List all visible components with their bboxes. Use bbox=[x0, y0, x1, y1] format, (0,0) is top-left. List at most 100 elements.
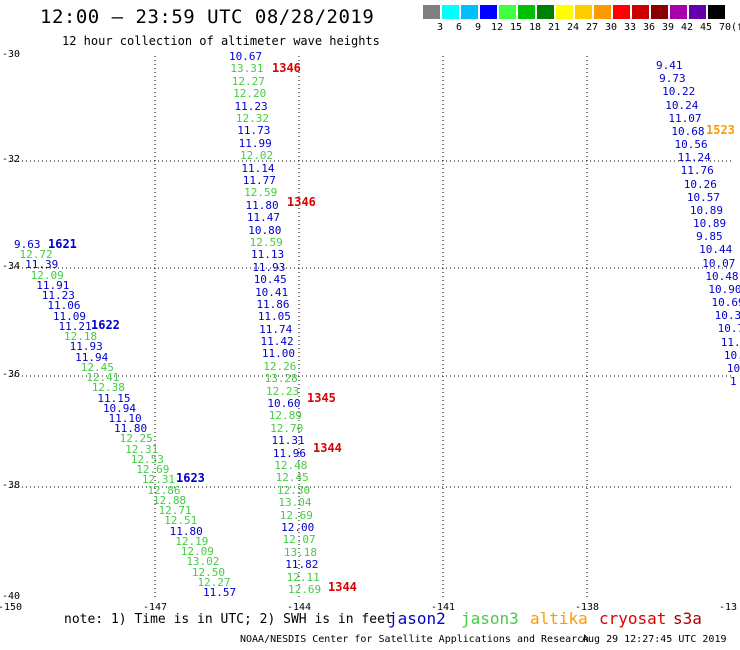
wave-height-value: 11.10 bbox=[108, 412, 142, 425]
wave-height-value: 12.27 bbox=[197, 575, 231, 589]
scale-swatch bbox=[518, 5, 535, 19]
time-mark: 1623 bbox=[176, 471, 205, 485]
scale-label: 12 bbox=[491, 22, 504, 33]
wave-height-value: 12.53 bbox=[130, 452, 164, 466]
wave-height-value: 9.85 bbox=[696, 230, 723, 244]
scale-swatch bbox=[670, 5, 687, 19]
latitude-label: -32 bbox=[2, 154, 21, 165]
page-subtitle: 12 hour collection of altimeter wave hei… bbox=[62, 34, 380, 48]
latitude-label: -36 bbox=[2, 369, 21, 380]
wave-height-value: 11.14 bbox=[241, 161, 275, 175]
wave-height-value: 10 bbox=[726, 361, 740, 375]
wave-height-value: 11.76 bbox=[680, 164, 714, 178]
legend-cryosat: cryosat bbox=[599, 609, 667, 628]
wave-height-value: 10.26 bbox=[683, 177, 717, 191]
scale-unit: (ft) bbox=[731, 22, 740, 33]
wave-height-value: 12.71 bbox=[158, 504, 192, 518]
wave-height-value: 10.31 bbox=[714, 309, 740, 323]
credit-line: NOAA/NESDIS Center for Satellite Applica… bbox=[240, 634, 590, 645]
wave-height-value: 11.23 bbox=[234, 99, 268, 113]
longitude-label: -13 bbox=[719, 602, 738, 613]
wave-height-value: 13.02 bbox=[186, 555, 220, 569]
wave-height-value: 10.69 bbox=[711, 296, 740, 309]
wave-height-value: 11.93 bbox=[252, 260, 286, 274]
wave-height-value: 13.31 bbox=[230, 62, 264, 76]
legend-jason3: jason3 bbox=[461, 609, 519, 628]
wave-height-value: 11.31 bbox=[271, 434, 305, 448]
wave-height-value: 12.51 bbox=[164, 514, 198, 528]
wave-height-value: 12.31 bbox=[125, 442, 159, 456]
scale-swatch bbox=[613, 5, 630, 19]
wave-height-value: 11.93 bbox=[69, 340, 103, 354]
units-note: note: 1) Time is in UTC; 2) SWH is in fe… bbox=[64, 612, 393, 627]
wave-height-value: 11.80 bbox=[245, 198, 279, 212]
time-mark: 1345 bbox=[307, 391, 336, 405]
wave-height-value: 12.69 bbox=[288, 583, 322, 596]
wave-height-value: 12.41 bbox=[86, 371, 120, 385]
wave-height-value: 11.96 bbox=[272, 446, 307, 460]
legend-jason2: jason2 bbox=[388, 609, 446, 628]
longitude-label: -147 bbox=[143, 602, 168, 613]
wave-height-value: 11.86 bbox=[256, 297, 290, 311]
wave-height-value: 11.39 bbox=[25, 258, 59, 272]
wave-height-value: 11.74 bbox=[259, 322, 293, 336]
wave-height-value: 11.05 bbox=[257, 310, 291, 324]
legend-altika: altika bbox=[530, 609, 588, 628]
time-mark: 1622 bbox=[91, 318, 120, 332]
scale-swatch bbox=[575, 5, 592, 19]
wave-height-value: 10.44 bbox=[699, 243, 733, 257]
wave-height-value: 11.09 bbox=[52, 309, 87, 323]
scale-label: 15 bbox=[510, 22, 523, 33]
wave-height-value: 10. bbox=[723, 348, 740, 362]
wave-height-value: 10.24 bbox=[665, 98, 699, 112]
wave-height-value: 10.90 bbox=[708, 282, 740, 296]
scale-swatch bbox=[556, 5, 573, 19]
scale-swatch bbox=[689, 5, 706, 19]
wave-height-value: 11.73 bbox=[237, 124, 271, 138]
wave-height-value: 10.48 bbox=[705, 269, 739, 283]
wave-height-value: 10.94 bbox=[102, 401, 137, 415]
latitude-label: -34 bbox=[2, 261, 21, 272]
wave-height-value: 12.25 bbox=[119, 432, 153, 446]
wave-height-value: 11.00 bbox=[261, 347, 296, 361]
wave-height-value: 9.41 bbox=[656, 59, 683, 72]
wave-height-value: 12.38 bbox=[91, 381, 125, 395]
scale-label: 27 bbox=[586, 22, 599, 33]
wave-height-value: 12.69 bbox=[279, 508, 313, 522]
scale-label: 39 bbox=[662, 22, 675, 33]
wave-height-value: 13.04 bbox=[278, 496, 312, 510]
wave-height-value: 10.68 bbox=[671, 124, 705, 138]
wave-height-value: 11.42 bbox=[260, 335, 294, 349]
wave-height-value: 10.7 bbox=[717, 322, 740, 336]
wave-height-value: 12.59 bbox=[249, 235, 283, 249]
wave-height-value: 10.57 bbox=[686, 190, 720, 204]
wave-height-value: 12.09 bbox=[30, 268, 64, 282]
wave-height-value: 11.06 bbox=[47, 299, 81, 313]
latitude-label: -38 bbox=[2, 480, 21, 491]
longitude-label: -150 bbox=[0, 602, 23, 613]
scale-swatch bbox=[442, 5, 459, 19]
wave-height-value: 11.91 bbox=[36, 278, 70, 292]
wave-height-value: 11. bbox=[720, 335, 740, 349]
scale-swatch bbox=[632, 5, 649, 19]
time-mark: 1523 bbox=[706, 123, 735, 137]
scale-swatch bbox=[480, 5, 497, 19]
legend-s3a: s3a bbox=[673, 609, 702, 628]
latitude-label: -40 bbox=[2, 591, 21, 602]
wave-height-value: 12.02 bbox=[239, 149, 274, 163]
scale-swatch bbox=[499, 5, 516, 19]
generation-timestamp: Aug 29 12:27:45 UTC 2019 bbox=[582, 634, 727, 645]
time-mark: 1346 bbox=[272, 61, 301, 75]
scale-label: 21 bbox=[548, 22, 561, 33]
scale-label: 3 bbox=[437, 22, 444, 33]
wave-height-value: 12.00 bbox=[281, 521, 315, 535]
wave-height-value: 10.07 bbox=[702, 256, 736, 270]
scale-label: 30 bbox=[605, 22, 618, 33]
time-mark: 1344 bbox=[328, 580, 357, 594]
wave-height-value: 11.99 bbox=[238, 136, 272, 150]
wave-height-value: 12.32 bbox=[235, 111, 269, 125]
scale-label: 45 bbox=[700, 22, 713, 33]
scale-label: 42 bbox=[681, 22, 694, 33]
